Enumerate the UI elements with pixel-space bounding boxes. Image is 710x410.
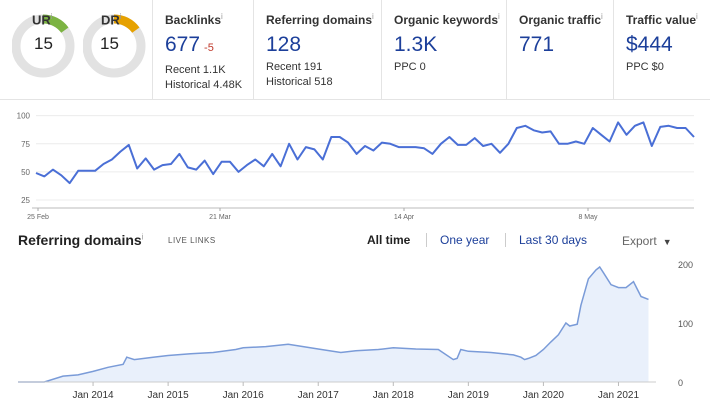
info-icon[interactable]: i — [498, 12, 500, 21]
organic-keywords-label: Organic keywordsi — [394, 12, 500, 27]
x-tick-label: Jan 2015 — [148, 390, 190, 401]
x-tick-label: 8 May — [578, 214, 598, 221]
series-area — [18, 267, 649, 382]
organic-keywords-metric[interactable]: Organic keywordsi 1.3K PPC 0 — [381, 0, 506, 100]
series-line — [35, 121, 695, 185]
backlinks-trend-chart[interactable]: 25 50 75 100 25 Feb 21 Mar 14 Apr 8 May — [0, 104, 710, 222]
y-tick-label: 50 — [21, 168, 30, 177]
referring-domains-recent: Recent 191 — [266, 61, 323, 73]
ur-metric[interactable]: URi 15 — [12, 0, 88, 100]
organic-traffic-metric[interactable]: Organic traffici 771 — [506, 0, 613, 100]
x-tick-label: Jan 2018 — [373, 390, 415, 401]
referring-domains-historical: Historical 518 — [266, 76, 333, 88]
info-icon[interactable]: i — [141, 232, 144, 242]
metrics-bar: URi 15 DRi 15 Backlinksi 677 -5 Recent 1.… — [0, 0, 710, 100]
x-tick-label: 14 Apr — [394, 214, 415, 221]
dr-gauge-arc — [113, 14, 140, 34]
y-tick-label: 100 — [17, 112, 31, 121]
dr-label: DRi — [101, 12, 122, 28]
x-tick-label: Jan 2016 — [223, 390, 265, 401]
y-tick-label: 0 — [678, 378, 683, 388]
x-tick-label: Jan 2017 — [298, 390, 340, 401]
info-icon[interactable]: i — [696, 12, 698, 21]
referring-domains-metric[interactable]: Referring domainsi 128 Recent 191 Histor… — [253, 0, 381, 100]
y-tick-label: 100 — [678, 319, 693, 329]
x-tick-label: Jan 2019 — [448, 390, 490, 401]
referring-domains-header: Referring domainsi LIVE LINKS All time O… — [0, 230, 710, 252]
tab-divider — [426, 233, 427, 247]
x-tick-label: 21 Mar — [209, 214, 231, 221]
info-icon[interactable]: i — [221, 12, 223, 21]
referring-domains-value[interactable]: 128 — [266, 33, 302, 56]
traffic-value-metric[interactable]: Traffic valuei $444 PPC $0 — [613, 0, 710, 100]
traffic-value-value[interactable]: $444 — [626, 33, 673, 56]
organic-traffic-label: Organic traffici — [519, 12, 603, 27]
tab-divider — [505, 233, 506, 247]
backlinks-value[interactable]: 677 -5 — [165, 33, 214, 56]
organic-keywords-value[interactable]: 1.3K — [394, 33, 438, 56]
traffic-value-ppc: PPC $0 — [626, 61, 664, 73]
info-icon[interactable]: i — [372, 12, 374, 21]
backlinks-label: Backlinksi — [165, 12, 223, 27]
info-icon[interactable]: i — [601, 12, 603, 21]
organic-traffic-value[interactable]: 771 — [519, 33, 555, 56]
backlinks-historical: Historical 4.48K — [165, 79, 243, 91]
traffic-value-label: Traffic valuei — [626, 12, 698, 27]
organic-keywords-ppc: PPC 0 — [394, 61, 426, 73]
y-tick-label: 75 — [21, 140, 30, 149]
ur-gauge — [12, 14, 75, 78]
ur-gauge-arc — [42, 14, 69, 34]
tab-last-30-days[interactable]: Last 30 days — [519, 233, 588, 247]
x-tick-label: 25 Feb — [27, 214, 49, 221]
tab-one-year[interactable]: One year — [440, 233, 490, 247]
section-title: Referring domainsi — [18, 232, 144, 248]
referring-domains-chart[interactable]: 0 100 200 Jan 2014 Jan 2015 Jan 2016 Jan 2017 J… — [0, 252, 710, 410]
info-icon[interactable]: i — [50, 12, 53, 21]
y-tick-label: 25 — [21, 196, 30, 205]
x-tick-label: Jan 2014 — [72, 390, 114, 401]
info-icon[interactable]: i — [119, 12, 122, 21]
x-tick-label: Jan 2021 — [598, 390, 640, 401]
series-line — [18, 265, 649, 383]
ur-value: 15 — [34, 34, 53, 53]
dr-metric[interactable]: DRi 15 — [83, 0, 159, 100]
live-links-label[interactable]: LIVE LINKS — [168, 236, 216, 245]
backlinks-metric[interactable]: Backlinksi 677 -5 Recent 1.1K Historical … — [152, 0, 252, 100]
tab-all-time[interactable]: All time — [367, 233, 411, 247]
referring-domains-label: Referring domainsi — [266, 12, 374, 27]
x-tick-label: Jan 2020 — [523, 390, 565, 401]
dr-value: 15 — [100, 34, 119, 53]
ur-label: URi — [32, 12, 53, 28]
backlinks-recent: Recent 1.1K — [165, 64, 226, 76]
chevron-down-icon: ▼ — [662, 237, 672, 247]
export-button[interactable]: Export ▼ — [622, 234, 672, 248]
backlinks-delta: -5 — [204, 42, 214, 54]
dr-gauge — [83, 14, 146, 78]
y-tick-label: 200 — [678, 260, 693, 270]
